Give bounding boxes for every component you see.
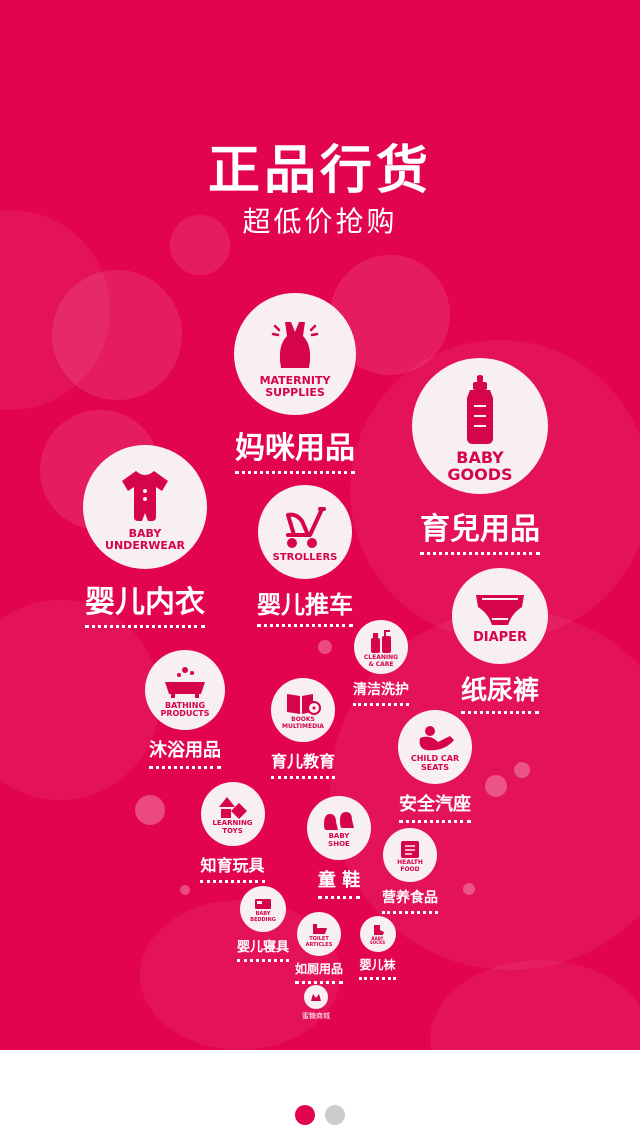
page-title: 正品行货	[207, 141, 432, 201]
bg-bubble	[514, 762, 530, 778]
category-cleaning-care[interactable]: CLEANING & CARE 清洁洗护	[336, 620, 426, 706]
book-disc-icon	[287, 694, 321, 716]
bathtub-icon	[165, 666, 205, 698]
category-bathing-products[interactable]: BATHING PRODUCTS 沐浴用品	[130, 650, 240, 769]
logo-icon	[311, 994, 321, 1001]
category-en-label: BABY GOODS	[447, 448, 513, 484]
category-cn-label: 如厕用品	[294, 960, 343, 984]
bedding-icon	[255, 899, 271, 910]
category-toilet-articles[interactable]: TOILET ARTICLES 如厕用品	[284, 912, 354, 984]
splash-screen: 正品行货 超低价抢购 MATERNITY SUPPLIES 妈咪用品 BABY …	[0, 0, 640, 1050]
category-cn-label: 婴儿袜	[359, 956, 396, 980]
category-baby-goods[interactable]: BABY GOODS 育兒用品	[400, 358, 560, 555]
category-cn-label: 育儿教育	[270, 748, 335, 779]
page-dot-1[interactable]	[295, 1105, 315, 1125]
category-cn-label: 知育玩具	[200, 852, 265, 883]
bg-bubble	[170, 215, 230, 275]
category-en-label: BABY UNDERWEAR	[105, 526, 185, 552]
category-en-label: CLEANING & CARE	[363, 654, 399, 668]
category-baby-bedding[interactable]: BABY BEDDING 婴儿寝具	[228, 886, 298, 962]
category-en-label: HEALTH FOOD	[397, 859, 423, 873]
category-cn-label: 婴儿内衣	[85, 577, 205, 628]
category-diaper[interactable]: DIAPER 纸尿裤	[430, 568, 570, 714]
category-en-label: BABY BEDDING	[250, 911, 276, 923]
category-cn-label: 婴儿寝具	[236, 936, 289, 962]
category-en-label: LEARNING TOYS	[212, 819, 253, 835]
onesie-icon	[122, 470, 168, 521]
category-strollers[interactable]: STROLLERS 婴儿推车	[240, 485, 370, 627]
category-cn-label: 育兒用品	[420, 504, 540, 555]
food-can-icon	[401, 841, 419, 859]
potty-icon	[313, 924, 327, 935]
category-health-food[interactable]: HEALTH FOOD 营养食品	[370, 828, 450, 914]
category-en-label: DIAPER	[472, 630, 528, 646]
logo-caption: 蜜糖商城	[302, 1012, 330, 1020]
category-cn-label: 童 鞋	[317, 866, 361, 899]
category-cn-label: 妈咪用品	[235, 423, 355, 474]
category-en-label: MATERNITY SUPPLIES	[259, 373, 331, 399]
category-cn-label: 安全汽座	[399, 790, 471, 823]
page-subtitle: 超低价抢购	[242, 205, 398, 238]
baby-bottle-icon	[467, 375, 493, 445]
diaper-icon	[476, 595, 524, 626]
dress-icon	[271, 321, 319, 368]
category-learning-toys[interactable]: LEARNING TOYS 知育玩具	[185, 782, 280, 883]
sock-icon	[373, 924, 384, 935]
category-brand-logo[interactable]: 蜜糖商城	[301, 985, 331, 1021]
category-cn-label: 沐浴用品	[149, 736, 221, 769]
bg-bubble	[318, 640, 332, 654]
category-baby-shoe[interactable]: BABY SHOE 童 鞋	[294, 796, 384, 899]
category-en-label: TOILET ARTICLES	[305, 936, 333, 948]
category-cn-label: 婴儿推车	[257, 585, 353, 627]
category-en-label: BOOKS MULTIMEDIA	[282, 716, 324, 730]
bg-bubble	[180, 885, 190, 895]
baby-shoes-icon	[324, 812, 354, 831]
category-cn-label: 纸尿裤	[460, 670, 539, 714]
category-child-car-seats[interactable]: CHILD CAR SEATS 安全汽座	[380, 710, 490, 823]
bg-bubble	[135, 795, 165, 825]
toy-blocks-icon	[218, 797, 247, 820]
category-cn-label: 清洁洗护	[353, 679, 409, 706]
bg-bubble	[0, 600, 160, 800]
category-cn-label: 营养食品	[382, 887, 438, 914]
bg-bubble	[463, 883, 475, 895]
category-baby-underwear[interactable]: BABY UNDERWEAR 婴儿内衣	[60, 445, 230, 628]
lotion-bottle-icon	[371, 630, 391, 654]
category-books-multimedia[interactable]: BOOKS MULTIMEDIA 育儿教育	[258, 678, 348, 779]
car-seat-icon	[419, 726, 454, 751]
bg-bubble	[485, 775, 507, 797]
bg-bubble	[52, 270, 182, 400]
category-en-label: STROLLERS	[272, 551, 338, 563]
category-baby-socks[interactable]: BABY SOCKS 婴儿袜	[350, 916, 405, 980]
stroller-icon	[286, 506, 326, 548]
category-en-label: BABY SOCKS	[369, 935, 386, 945]
category-en-label: BABY SHOE	[328, 832, 350, 848]
page-indicator	[0, 1105, 640, 1125]
category-en-label: BATHING PRODUCTS	[160, 700, 210, 718]
page-dot-2[interactable]	[325, 1105, 345, 1125]
category-en-label: CHILD CAR SEATS	[410, 754, 460, 772]
bg-bubble	[430, 960, 640, 1050]
category-maternity-supplies[interactable]: MATERNITY SUPPLIES 妈咪用品	[200, 293, 390, 474]
